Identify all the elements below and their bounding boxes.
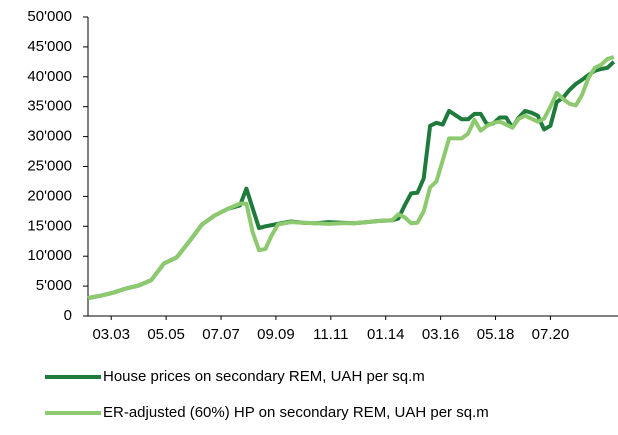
x-tick-label: 05.18 [477, 326, 515, 343]
x-tick-label: 05.05 [147, 326, 185, 343]
y-tick-label: 20'000 [27, 187, 72, 204]
x-tick-label: 03.16 [422, 326, 460, 343]
y-tick-label: 15'000 [27, 217, 72, 234]
x-tick-label: 11.11 [313, 326, 348, 343]
y-tick-label: 40'000 [27, 68, 72, 85]
series-line [87, 55, 615, 301]
y-tick-label: 45'000 [27, 38, 72, 55]
x-tick-label: 01.14 [367, 326, 405, 343]
x-tick-label: 09.09 [257, 326, 295, 343]
y-tick-label: 5'000 [36, 277, 72, 294]
y-tick-label: 30'000 [27, 128, 72, 145]
x-tick-label: 07.20 [532, 326, 570, 343]
y-tick-label: 0 [64, 307, 72, 324]
y-tick-label: 25'000 [27, 157, 72, 174]
x-tick-label: 03.03 [92, 326, 130, 343]
legend-label: ER-adjusted (60%) HP on secondary REM, U… [103, 404, 489, 421]
y-tick-label: 10'000 [27, 247, 72, 264]
y-tick-label: 35'000 [27, 98, 72, 115]
legend-label: House prices on secondary REM, UAH per s… [103, 368, 425, 385]
y-tick-label: 50'000 [27, 8, 72, 25]
x-tick-label: 07.07 [202, 326, 240, 343]
